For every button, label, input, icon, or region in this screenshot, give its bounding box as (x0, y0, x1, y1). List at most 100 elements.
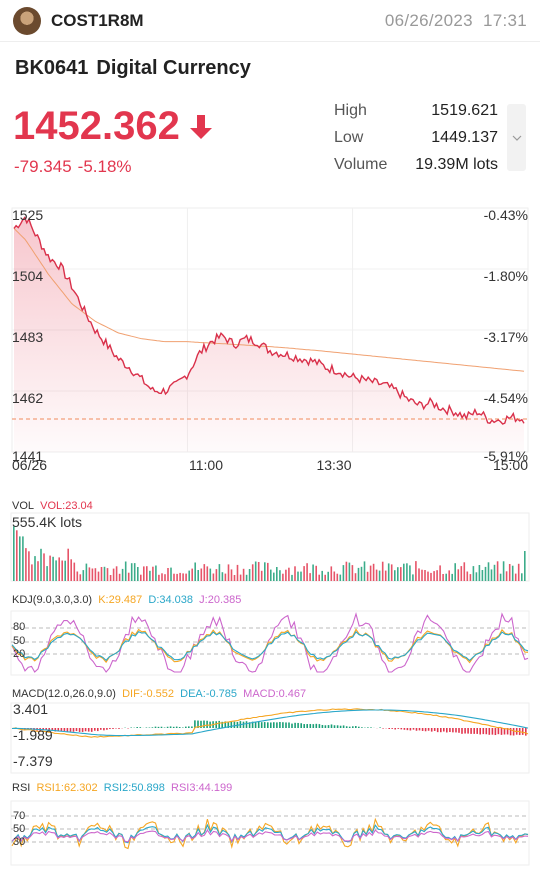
macd-bar (358, 726, 360, 728)
kdj-j-line (11, 612, 529, 673)
price-change: -79.345 -5.18% (14, 157, 132, 177)
macd-bar (282, 722, 284, 728)
security-name: Digital Currency (96, 57, 251, 79)
volume-bar (245, 574, 248, 581)
percent-tick-label: -0.43% (484, 207, 528, 223)
volume-bar (179, 572, 181, 581)
volume-bar (481, 570, 484, 581)
macd-bar (251, 721, 254, 728)
volume-bar (230, 569, 233, 581)
macd-bar (379, 727, 381, 728)
volume-bar (403, 563, 405, 581)
panel-border (10, 610, 530, 676)
macd-bar (509, 728, 512, 736)
stat-label: Volume (334, 156, 388, 173)
price-tick-label: 1504 (12, 268, 43, 284)
volume-bar (490, 569, 493, 581)
volume-bar (496, 561, 499, 581)
macd-bar (273, 722, 275, 728)
volume-bar (121, 568, 124, 581)
macd-bar (157, 726, 160, 728)
rsi-tick-label: 70 (13, 810, 25, 822)
volume-bar (484, 566, 487, 581)
macd-bar (227, 721, 230, 728)
macd-bar (154, 726, 157, 728)
volume-bar (118, 573, 121, 581)
macd-bar (473, 728, 475, 734)
volume-bar (170, 567, 172, 581)
volume-bar (227, 564, 230, 581)
volume-bar (478, 565, 481, 581)
volume-bar (318, 574, 320, 581)
volume-bar (251, 564, 254, 581)
price-line (13, 216, 525, 425)
volume-bar (415, 561, 417, 581)
volume-bar (239, 574, 242, 581)
macd-bar (245, 721, 248, 728)
volume-bar (339, 574, 342, 581)
macd-bar (458, 728, 460, 733)
volume-bar (378, 570, 381, 581)
rsi-label: RSI (12, 782, 31, 794)
volume-bar (460, 566, 463, 581)
volume-bar (158, 574, 160, 581)
volume-bar (103, 566, 106, 581)
macd-bar (81, 728, 84, 732)
volume-bar (55, 560, 57, 581)
volume-bar (248, 569, 251, 581)
macd-bar (352, 726, 354, 728)
macd-bar (106, 728, 108, 730)
macd-bar (188, 726, 190, 728)
volume-bar (34, 556, 36, 581)
price-tick-label: 1441 (12, 448, 43, 464)
macd-bar (467, 728, 469, 734)
stat-value: 19.39M lots (415, 156, 498, 173)
macd-tick-label: -7.379 (13, 753, 53, 769)
macd-bar (276, 722, 278, 728)
volume-bar (58, 557, 60, 581)
volume-bar (475, 572, 478, 581)
percent-tick-label: -3.17% (484, 329, 528, 345)
macd-bar (424, 728, 427, 732)
macd-bar (327, 725, 330, 728)
expand-stats-button[interactable] (507, 104, 526, 171)
volume-bar (448, 570, 450, 581)
macd-bar (318, 724, 321, 728)
macd-chart[interactable]: 3.401 -1.989 -7.379 (10, 702, 530, 774)
volume-bar (324, 574, 326, 581)
price-axis: 1525 1504 1483 1462 1441 (12, 207, 43, 464)
volume-bar (351, 565, 354, 581)
macd-bar (427, 728, 430, 731)
volume-bar (76, 571, 79, 581)
macd-bar (75, 728, 78, 732)
macd-bar (254, 722, 257, 728)
percent-axis: -0.43% -1.80% -3.17% -4.54% -5.91% (484, 207, 528, 464)
percent-tick-label: -4.54% (484, 390, 528, 406)
volume-bar (294, 566, 296, 581)
volume-bar (454, 563, 456, 581)
macd-bar (166, 726, 169, 728)
avatar[interactable] (13, 7, 41, 35)
volume-bar (185, 573, 187, 581)
macd-bar (194, 720, 196, 728)
volume-bar (390, 564, 393, 581)
volume-chart[interactable] (10, 512, 530, 584)
macd-value: MACD:0.467 (243, 688, 307, 700)
volume-bar (412, 574, 414, 581)
change-percent: -5.18% (77, 157, 132, 176)
macd-bar (388, 728, 390, 729)
volume-bar (397, 567, 399, 581)
time-tick-label: 11:00 (189, 457, 223, 473)
volume-bar (130, 563, 133, 581)
volume-bar (31, 564, 33, 581)
macd-dif-line (11, 708, 529, 738)
macd-bar (367, 727, 369, 728)
macd-bar (260, 722, 263, 728)
volume-bar (342, 565, 345, 581)
macd-bar (443, 728, 445, 732)
volume-bar (146, 566, 148, 581)
macd-bar (370, 727, 372, 728)
